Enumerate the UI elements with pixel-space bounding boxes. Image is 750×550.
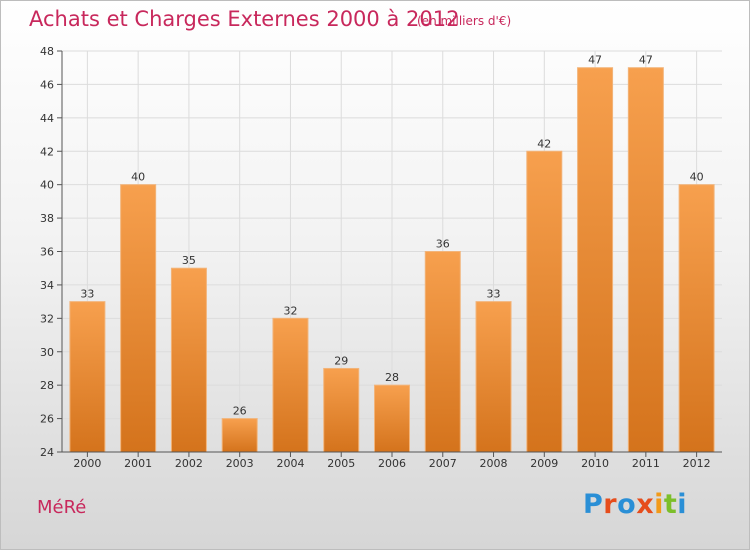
x-tick-label: 2000 <box>73 457 101 470</box>
bar <box>170 267 207 453</box>
y-tick-label: 40 <box>40 179 54 192</box>
bar <box>221 418 258 453</box>
bar <box>374 384 410 453</box>
bar <box>475 301 512 453</box>
bar-value-label: 42 <box>537 137 551 150</box>
bar <box>627 67 664 453</box>
bar-value-label: 40 <box>690 171 704 184</box>
bar-value-label: 47 <box>588 54 602 67</box>
y-tick-label: 38 <box>40 212 54 225</box>
y-tick-label: 46 <box>40 78 54 91</box>
x-tick-label: 2012 <box>683 457 711 470</box>
x-tick-label: 2004 <box>276 457 304 470</box>
x-tick-label: 2010 <box>581 457 609 470</box>
x-tick-label: 2003 <box>226 457 254 470</box>
bar-value-label: 29 <box>334 354 348 367</box>
y-tick-label: 34 <box>40 279 54 292</box>
bar-value-label: 33 <box>487 288 501 301</box>
bar <box>272 317 309 453</box>
y-tick-label: 32 <box>40 312 54 325</box>
bar <box>577 67 614 453</box>
bar-value-label: 35 <box>182 254 196 267</box>
bar <box>120 184 157 453</box>
x-tick-label: 2002 <box>175 457 203 470</box>
chart-subtitle: (en milliers d'€) <box>417 14 512 28</box>
bar <box>678 184 715 453</box>
x-tick-label: 2006 <box>378 457 406 470</box>
y-tick-label: 36 <box>40 246 54 259</box>
y-tick-label: 30 <box>40 346 54 359</box>
x-tick-label: 2011 <box>632 457 660 470</box>
x-tick-label: 2007 <box>429 457 457 470</box>
y-tick-label: 42 <box>40 145 54 158</box>
y-tick-label: 28 <box>40 379 54 392</box>
x-tick-label: 2009 <box>530 457 558 470</box>
bar-value-label: 28 <box>385 371 399 384</box>
bar-value-label: 47 <box>639 54 653 67</box>
x-tick-label: 2005 <box>327 457 355 470</box>
proxiti-logo: Proxiti <box>583 489 688 520</box>
bar <box>323 367 360 453</box>
y-tick-label: 24 <box>40 446 54 459</box>
bar-value-label: 26 <box>233 405 247 418</box>
bar-value-label: 32 <box>283 304 297 317</box>
bar-value-label: 40 <box>131 171 145 184</box>
bar <box>69 301 106 453</box>
x-tick-label: 2001 <box>124 457 152 470</box>
y-tick-label: 48 <box>40 45 54 58</box>
bar <box>526 150 563 453</box>
y-tick-label: 44 <box>40 112 54 125</box>
y-tick-label: 26 <box>40 413 54 426</box>
chart-title: Achats et Charges Externes 2000 à 2012 <box>29 7 460 31</box>
x-tick-label: 2008 <box>480 457 508 470</box>
bar <box>424 251 461 453</box>
commune-name: MéRé <box>37 497 87 518</box>
bar-value-label: 33 <box>80 288 94 301</box>
bar-value-label: 36 <box>436 238 450 251</box>
